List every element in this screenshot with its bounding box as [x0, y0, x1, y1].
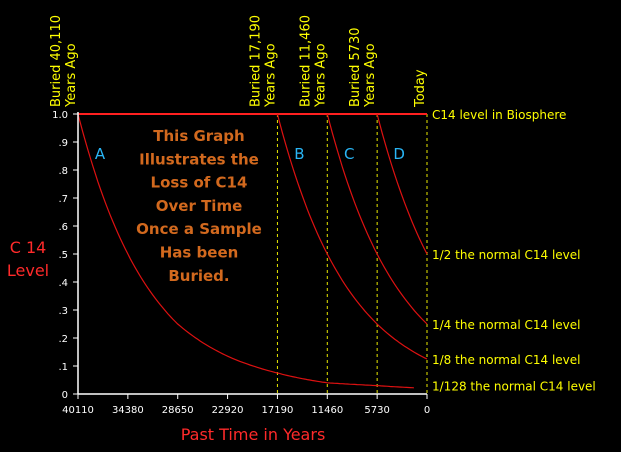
y-tick-label: .5	[58, 250, 68, 261]
series-label-c: C	[344, 145, 354, 163]
decay-curve-a	[77, 113, 414, 389]
chart-title-line: Over Time	[156, 197, 243, 215]
x-axis-title: Past Time in Years	[181, 425, 326, 444]
decay-curve-b	[276, 113, 428, 360]
x-tick-label: 0	[424, 405, 430, 416]
chart-title-line: Has been	[160, 244, 239, 262]
burial-marker-label: Today	[413, 69, 428, 108]
burial-marker-label: Buried 17,190	[248, 15, 263, 107]
series-label-b: B	[294, 145, 304, 163]
y-axis-title: C 14 Level	[7, 238, 49, 280]
decay-curves	[77, 113, 428, 389]
biosphere-reference: C14 level in Biosphere	[78, 108, 566, 122]
fraction-label: 1/128 the normal C14 level	[432, 380, 596, 394]
chart-title: This Graph Illustrates the Loss of C14 Over…	[136, 127, 262, 285]
y-tick-label: .1	[58, 362, 68, 373]
x-tick-label: 5730	[364, 405, 389, 416]
chart-title-line: Illustrates the	[139, 150, 259, 168]
y-axis-title-line: Level	[7, 261, 49, 280]
y-tick-label: .6	[58, 222, 68, 233]
x-tick-label: 22920	[212, 405, 244, 416]
burial-markers: Buried 40,110 Years Ago Buried 17,190 Years…	[49, 15, 428, 394]
burial-marker-label: Buried 40,110	[49, 15, 64, 107]
y-tick-label: .7	[58, 194, 68, 205]
series-labels: A B C D	[95, 145, 405, 163]
y-tick-label: .9	[58, 138, 68, 149]
chart-title-line: Once a Sample	[136, 220, 262, 238]
y-tick-label: .4	[58, 278, 68, 289]
biosphere-level-label: C14 level in Biosphere	[432, 108, 566, 122]
burial-marker-label: Years Ago	[64, 43, 79, 108]
x-tick-label: 11460	[311, 405, 343, 416]
burial-marker-label: Years Ago	[313, 43, 328, 108]
series-label-a: A	[95, 145, 106, 163]
x-tick-label: 17190	[262, 405, 294, 416]
burial-marker-label: Buried 11,460	[298, 15, 313, 107]
x-tick-label: 34380	[112, 405, 144, 416]
decay-curve-d	[376, 113, 428, 255]
decay-curve-c	[326, 113, 428, 325]
y-tick-label: .8	[58, 166, 68, 177]
burial-marker-label: Years Ago	[363, 43, 378, 108]
y-tick-label: .2	[58, 334, 68, 345]
axes: 0 .1 .2 .3 .4 .5 .6 .7 .8 .9 1.0 40110 34380 28650 229…	[52, 110, 430, 416]
chart-title-line: Loss of C14	[151, 174, 248, 192]
y-axis-title-line: C 14	[10, 238, 47, 257]
burial-marker-label: Years Ago	[263, 43, 278, 108]
x-tick-label: 40110	[62, 405, 94, 416]
burial-marker-label: Buried 5730	[348, 27, 363, 107]
chart-title-line: This Graph	[153, 127, 244, 145]
fraction-labels: 1/2 the normal C14 level 1/4 the normal C…	[432, 248, 596, 394]
y-tick-label: .3	[58, 306, 68, 317]
y-tick-label: 0	[62, 390, 68, 401]
series-label-d: D	[393, 145, 405, 163]
fraction-label: 1/4 the normal C14 level	[432, 318, 581, 332]
fraction-label: 1/8 the normal C14 level	[432, 353, 581, 367]
x-tick-label: 28650	[162, 405, 194, 416]
chart-title-line: Buried.	[168, 267, 229, 285]
y-tick-label: 1.0	[52, 110, 68, 121]
fraction-label: 1/2 the normal C14 level	[432, 248, 581, 262]
